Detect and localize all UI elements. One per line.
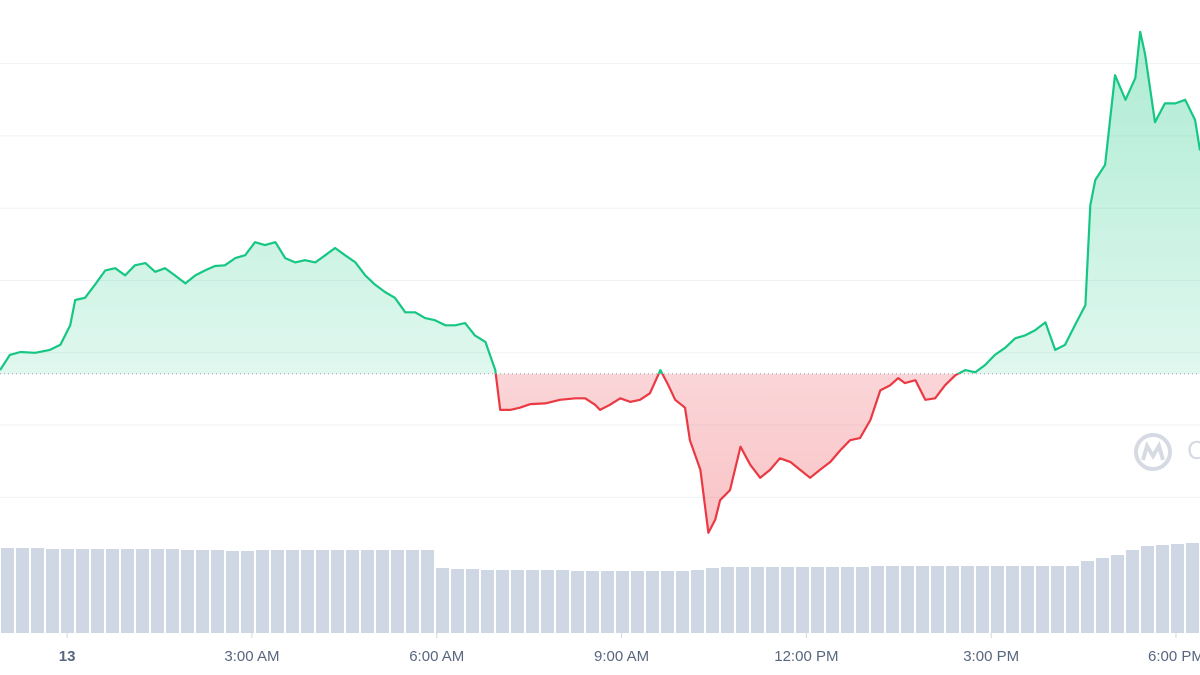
area-down — [0, 373, 1200, 533]
x-tick-label: 9:00 AM — [594, 648, 649, 665]
volume-bar — [151, 549, 164, 633]
volume-bar — [796, 567, 809, 633]
volume-bar — [466, 569, 479, 633]
volume-bar — [301, 550, 314, 633]
volume-bar — [646, 571, 659, 633]
volume-bar — [841, 567, 854, 633]
watermark: CoinMarketCap — [1187, 435, 1200, 465]
volume-bar — [391, 550, 404, 633]
volume-bar — [1081, 561, 1094, 633]
volume-bar — [691, 570, 704, 633]
volume-bar — [1066, 566, 1079, 633]
volume-bar — [76, 549, 89, 633]
volume-bar — [931, 566, 944, 633]
volume-bar — [661, 571, 674, 633]
x-tick-label: 6:00 PM — [1148, 648, 1200, 665]
volume-bar — [16, 548, 29, 633]
volume-bar — [721, 567, 734, 633]
volume-bar — [211, 550, 224, 633]
volume-bar — [541, 570, 554, 633]
volume-bar — [376, 550, 389, 633]
volume-bar — [736, 567, 749, 633]
volume-bar — [1126, 550, 1139, 633]
volume-bar — [556, 570, 569, 633]
volume-bar — [826, 567, 839, 633]
x-tick-label: 3:00 PM — [963, 648, 1019, 665]
volume-bar — [616, 571, 629, 633]
x-tick-label: 3:00 AM — [224, 648, 279, 665]
volume-bar — [226, 551, 239, 633]
volume-bar — [706, 568, 719, 633]
volume-bar — [91, 549, 104, 633]
volume-bar — [451, 569, 464, 633]
volume-bar — [976, 566, 989, 633]
volume-bar — [586, 571, 599, 633]
volume-bar — [871, 566, 884, 633]
volume-bar — [631, 571, 644, 633]
volume-bar — [1186, 543, 1199, 633]
volume-bar — [106, 549, 119, 633]
volume-bar — [166, 549, 179, 633]
volume-bar — [181, 550, 194, 633]
volume-bar — [511, 570, 524, 633]
volume-bar — [1171, 544, 1184, 633]
volume-bar — [1036, 566, 1049, 633]
volume-bar — [1156, 545, 1169, 633]
volume-bar — [406, 550, 419, 633]
volume-bar — [361, 550, 374, 633]
volume-bar — [421, 550, 434, 633]
x-tick-label: 12:00 PM — [774, 648, 838, 665]
volume-bar — [991, 566, 1004, 633]
volume-bar — [346, 550, 359, 633]
volume-bar — [571, 571, 584, 633]
volume-bar — [961, 566, 974, 633]
volume-bar — [286, 550, 299, 633]
volume-bar — [946, 566, 959, 633]
volume-bar — [1021, 566, 1034, 633]
volume-bar — [1096, 558, 1109, 633]
volume-bar — [241, 551, 254, 633]
volume-bar — [526, 570, 539, 633]
volume-bar — [256, 550, 269, 633]
volume-bar — [856, 567, 869, 633]
volume-bar — [601, 571, 614, 633]
volume-bar — [766, 567, 779, 633]
volume-bar — [751, 567, 764, 633]
volume-bar — [136, 549, 149, 633]
volume-bar — [436, 568, 449, 633]
volume-bar — [1141, 546, 1154, 633]
volume-bar — [1051, 566, 1064, 633]
x-tick-label: 13 — [59, 648, 76, 665]
volume-bar — [481, 570, 494, 633]
volume-bar — [31, 548, 44, 633]
volume-bar — [331, 550, 344, 633]
volume-bar — [886, 566, 899, 633]
volume-bar — [811, 567, 824, 633]
volume-bar — [781, 567, 794, 633]
volume-bar — [1111, 555, 1124, 633]
volume-bar — [1006, 566, 1019, 633]
volume-bar — [1, 548, 14, 633]
volume-bar — [271, 550, 284, 633]
volume-bar — [121, 549, 134, 633]
volume-bar — [61, 549, 74, 633]
volume-bar — [676, 571, 689, 633]
x-tick-label: 6:00 AM — [409, 648, 464, 665]
volume-bar — [916, 566, 929, 633]
volume-bar — [46, 549, 59, 633]
volume-bar — [316, 550, 329, 633]
volume-bar — [901, 566, 914, 633]
area-up — [0, 31, 1200, 374]
volume-bar — [496, 570, 509, 633]
watermark-logo — [1134, 433, 1172, 471]
price-line-up — [0, 30, 1200, 374]
price-line-down — [494, 373, 961, 534]
volume-bar — [196, 550, 209, 633]
